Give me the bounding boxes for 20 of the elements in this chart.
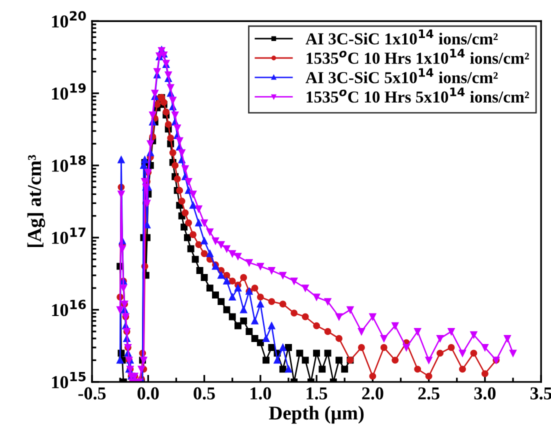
y-tick-label: 10$^{19}$ [52,83,86,100]
y-tick-label: 10$^{20}$ [52,11,86,28]
legend-label: 1535$^{o}$C 10 Hrs 5x10$^{14}$ ions/cm² [306,88,530,103]
legend-label: 1535$^{o}$C 10 Hrs 1x10$^{14}$ ions/cm² [306,48,530,64]
y-tick-label: 10$^{18}$ [52,155,86,172]
legend-label: AI 3C-SiC 1x10$^{14}$ ions/cm² [306,29,498,45]
x-axis-title: Depth (μm) [268,406,364,424]
x-tick-label: 2.0 [362,387,384,400]
y-tick-label: 10$^{15}$ [52,372,86,388]
x-tick-label: -0.5 [78,387,106,400]
x-tick-label: 2.5 [418,387,440,400]
legend-label: AI 3C-SiC 5x10$^{14}$ ions/cm² [306,68,498,84]
y-tick-label: 10$^{16}$ [52,300,86,316]
y-tick-label: 10$^{17}$ [52,228,86,244]
x-tick-label: 0.5 [194,387,215,400]
x-tick-label: 0.0 [138,387,159,400]
x-tick-label: 1.0 [250,387,272,400]
x-tick-label: 3.0 [474,387,496,400]
y-axis-title: [Ag] at/cm³ [27,155,46,247]
x-tick-label: 1.5 [306,387,328,400]
